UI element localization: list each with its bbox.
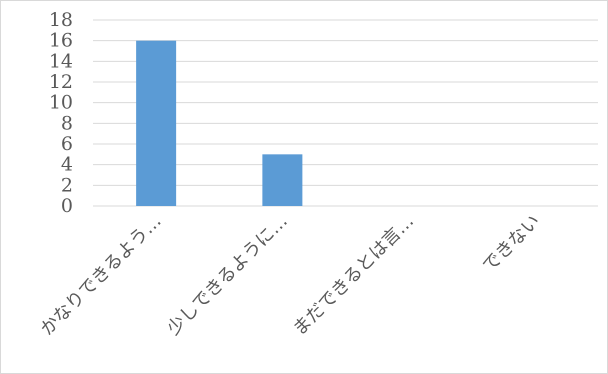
y-tick-label: 16	[49, 30, 73, 52]
y-tick-label: 12	[49, 71, 73, 93]
bar-2	[262, 154, 303, 206]
y-tick-label: 0	[61, 195, 73, 217]
y-tick-label: 2	[61, 174, 73, 196]
x-category-label-1: かなりできるよう…	[37, 211, 166, 340]
y-tick-label: 8	[61, 112, 73, 134]
x-category-label-2: 少しできるように…	[163, 211, 292, 340]
y-tick-label: 6	[61, 133, 73, 155]
y-tick-label: 14	[49, 50, 73, 72]
gridlines	[93, 19, 598, 207]
x-axis-category-labels: かなりできるよう…少しできるように…まだできるとは言… できない	[37, 211, 545, 340]
x-category-label-4: できない	[479, 211, 545, 277]
bars	[136, 40, 303, 206]
y-tick-label: 10	[49, 92, 73, 114]
y-tick-label: 4	[61, 154, 73, 176]
y-tick-label: 18	[49, 9, 73, 31]
x-category-label-3: まだできるとは言…	[289, 211, 418, 340]
bar-1	[136, 40, 177, 206]
